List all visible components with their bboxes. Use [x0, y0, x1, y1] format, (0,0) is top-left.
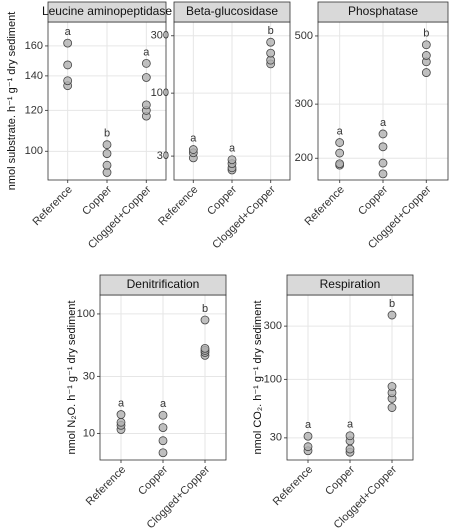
significance-letter: b — [423, 28, 429, 40]
data-point — [387, 382, 397, 391]
strip — [99, 274, 227, 296]
data-point — [345, 431, 355, 441]
data-point — [102, 160, 112, 170]
data-point — [63, 60, 73, 70]
data-point — [188, 145, 198, 154]
x-tick-label: Copper — [323, 463, 357, 497]
data-point — [378, 129, 388, 139]
y-tick-label: 100 — [264, 373, 282, 385]
strip — [286, 274, 414, 296]
y-tick-label: 30 — [83, 370, 95, 382]
significance-letter: a — [65, 26, 72, 38]
data-point — [387, 403, 397, 412]
data-point — [141, 73, 151, 82]
data-point — [158, 410, 168, 420]
significance-letter: a — [143, 46, 150, 58]
significance-letter: a — [347, 419, 354, 431]
significance-letter: a — [305, 419, 312, 431]
data-point — [227, 155, 237, 165]
y-tick-label: 10 — [83, 427, 95, 439]
x-tick-label: Copper — [205, 183, 239, 217]
significance-letter: a — [118, 397, 125, 409]
panel-title: Phosphatase — [348, 4, 418, 18]
data-point — [158, 448, 168, 458]
y-tick-label: 300 — [264, 320, 282, 332]
strip — [47, 1, 167, 23]
data-point — [335, 138, 345, 147]
y-tick-label: 300 — [295, 98, 313, 110]
significance-letter: a — [190, 132, 197, 144]
y-tick-label: 100 — [77, 308, 95, 320]
data-point — [116, 410, 126, 419]
data-point — [141, 58, 151, 68]
data-point — [387, 310, 397, 320]
x-tick-label: Reference — [271, 464, 315, 508]
panel-title: Leucine aminopeptidase — [42, 4, 172, 18]
panel-title: Beta-glucosidase — [186, 4, 278, 18]
data-point — [421, 51, 431, 60]
data-point — [378, 169, 388, 179]
y-tick-label: 30 — [270, 432, 282, 444]
x-tick-label: Reference — [30, 184, 74, 228]
x-tick-label: Reference — [302, 184, 346, 228]
panel-title: Respiration — [320, 277, 381, 291]
data-point — [303, 442, 313, 452]
data-point — [303, 431, 313, 441]
data-point — [335, 159, 345, 169]
y-tick-label: 100 — [25, 145, 43, 157]
x-tick-label: Reference — [84, 464, 128, 508]
y-tick-label: 120 — [25, 104, 43, 116]
y-tick-label: 100 — [151, 87, 169, 99]
data-point — [335, 148, 345, 158]
y-tick-label: 140 — [25, 70, 43, 82]
significance-letter: b — [389, 298, 395, 310]
significance-letter: a — [160, 398, 167, 410]
data-point — [102, 168, 112, 177]
y-tick-label: 200 — [295, 152, 313, 164]
y-tick-label: 30 — [157, 150, 169, 162]
data-point — [158, 436, 168, 446]
significance-letter: b — [268, 25, 274, 37]
x-tick-label: Copper — [80, 183, 114, 217]
data-point — [421, 68, 431, 77]
y-tick-label: 160 — [25, 40, 43, 52]
data-point — [266, 37, 276, 47]
data-point — [200, 315, 210, 325]
data-point — [63, 76, 73, 86]
significance-letter: a — [380, 117, 387, 129]
y-tick-label: 500 — [295, 30, 313, 42]
significance-letter: b — [104, 128, 110, 140]
data-point — [158, 423, 168, 432]
data-point — [345, 444, 355, 454]
y-tick-label: 300 — [151, 30, 169, 42]
y-axis-label: nmol substrate. h⁻¹ g⁻¹ dry sediment — [6, 12, 18, 191]
y-axis-label: nmol N₂O. h⁻¹ g⁻¹ dry sediment — [66, 300, 78, 454]
data-point — [378, 142, 388, 152]
strip — [173, 1, 291, 23]
data-point — [63, 38, 73, 48]
data-point — [378, 158, 388, 168]
strip — [317, 1, 449, 23]
data-point — [102, 149, 112, 158]
data-point — [116, 417, 126, 427]
data-point — [421, 40, 431, 50]
data-point — [266, 48, 276, 58]
x-tick-label: Copper — [356, 183, 390, 217]
data-point — [102, 140, 112, 150]
panel-title: Denitrification — [127, 277, 200, 291]
data-point — [200, 343, 210, 353]
significance-letter: b — [202, 303, 208, 315]
significance-letter: a — [229, 143, 236, 155]
data-point — [141, 100, 151, 110]
x-tick-label: Reference — [156, 184, 200, 228]
significance-letter: a — [337, 125, 344, 137]
x-tick-label: Copper — [136, 463, 170, 497]
y-axis-label: nmol CO₂. h⁻¹ g⁻¹ dry sediment — [252, 300, 264, 454]
